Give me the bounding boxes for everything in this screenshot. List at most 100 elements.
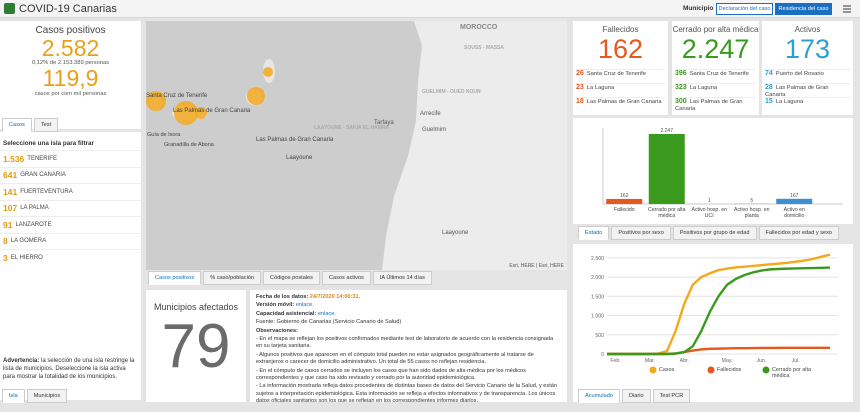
municipios-panel: Municipios afectados 79: [146, 290, 246, 402]
stat-count: 74: [765, 70, 773, 77]
tab[interactable]: Fallecidos por edad y sexo: [758, 226, 840, 240]
info-note: - En el mapa se reflejan los positivos c…: [256, 336, 554, 350]
map-label: SOUSS - MASSA: [464, 45, 504, 51]
tab[interactable]: Casos positivos: [148, 271, 202, 285]
bar: [776, 198, 813, 204]
stat-count: 300: [675, 98, 687, 105]
map: MOROCCO SOUSS - MASSA GUELMIM - OUED NOUN A…: [146, 21, 567, 270]
stat-name: Puerto del Rosario: [775, 71, 824, 77]
tab[interactable]: Test: [33, 118, 59, 132]
tab[interactable]: Municipios: [26, 389, 68, 403]
menu-icon[interactable]: [842, 4, 852, 14]
info-label: Fecha de los datos:: [256, 294, 309, 300]
status-chart: 162 2.247 1 5 167 Fallecido Cerrado por alta …: [573, 118, 853, 224]
map-label: Laayoune: [286, 155, 313, 161]
info-line: Capacidad asistencial: enlace.: [256, 311, 559, 318]
tab[interactable]: Diario: [622, 389, 651, 403]
bar: [648, 134, 685, 204]
island-row[interactable]: 141 FUERTEVENTURA: [0, 183, 141, 199]
map-label: Las Palmas de Gran Canaria: [173, 108, 251, 114]
info-link[interactable]: enlace.: [317, 310, 336, 317]
tab[interactable]: Isla: [2, 389, 25, 403]
island-count: 8: [3, 236, 8, 246]
stat-name: Santa Cruz de Tenerife: [689, 71, 749, 77]
info-link[interactable]: enlace.: [295, 302, 314, 309]
info-panel: Fecha de los datos: 24/7/2020 14:00:31. …: [250, 290, 567, 402]
summary-value: 2.582: [41, 35, 100, 61]
island-name: LA GOMERA: [10, 238, 47, 244]
stat-row: 396 Santa Cruz de Tenerife: [675, 69, 756, 78]
stat-card: Cerrado por alta médica 2.247 396 Santa Cru…: [672, 21, 759, 115]
island-row[interactable]: 3 EL HIERRO: [0, 249, 141, 265]
legend-swatch: [762, 366, 770, 374]
info-note: - Algunos positivos que aparecen en el c…: [256, 351, 534, 366]
stat-row: 26 Santa Cruz de Tenerife: [576, 69, 665, 78]
info-notes-title: Observaciones:: [256, 327, 298, 334]
x-tick-label: Cerrado por alta médica: [648, 207, 686, 219]
stat-name: Las Palmas de Gran Canaria: [765, 85, 829, 98]
stat-count: 396: [675, 70, 687, 77]
filter-button[interactable]: Declaración del caso: [716, 3, 773, 15]
stat-count: 23: [576, 84, 584, 91]
tab[interactable]: Estado: [578, 226, 610, 240]
islands-tabs: Isla Municipios: [2, 389, 68, 403]
x-tick-label: Activo hosp. en planta: [734, 207, 770, 219]
info-label: Capacidad asistencial:: [256, 310, 317, 317]
stat-name: Las Palmas de Gran Canaria: [675, 99, 743, 112]
stat-card: Fallecidos 162 26 Santa Cruz de Tenerife 23 L…: [573, 21, 668, 115]
island-name: EL HIERRO: [10, 254, 43, 261]
island-count: 141: [3, 186, 18, 197]
map-label: Las Palmas de Gran Canaria: [256, 137, 334, 143]
filter-label: Municipio: [683, 5, 714, 12]
island-row[interactable]: 1.536 TENERIFE: [0, 150, 141, 166]
summary-panel: Casos positivos 2.582 0,12% de 2.153.389…: [0, 21, 141, 129]
info-label: Versión móvil:: [256, 302, 295, 309]
tab[interactable]: Positivos por grupo de edad: [672, 226, 757, 240]
island-name: FUERTEVENTURA: [20, 188, 73, 195]
tab[interactable]: Casos activos: [321, 271, 371, 285]
municipios-value: 79: [161, 312, 231, 381]
summary-rate: 119,9: [42, 65, 99, 91]
stat-title: Fallecidos: [602, 25, 639, 34]
stat-title: Activos: [794, 25, 821, 34]
stat-name: La Laguna: [775, 99, 804, 105]
tab[interactable]: % caso/población: [203, 271, 262, 285]
island-row[interactable]: 107 LA PALMA: [0, 199, 141, 216]
y-tick-label: 2.500: [591, 256, 604, 262]
map-label: Guelmim: [422, 127, 446, 133]
filter-button[interactable]: Residencia del caso: [775, 3, 832, 15]
tab[interactable]: Acumulado: [578, 389, 620, 403]
value-label: 2.247: [660, 128, 673, 134]
island-count: 1.536: [3, 153, 25, 164]
timeline-tabs: Acumulado Diario Test PCR: [578, 389, 691, 403]
tab[interactable]: IA Últimos 14 días: [372, 271, 432, 285]
x-tick-label: Fallecido: [613, 207, 635, 213]
summary-rate-label: casos por cien mil personas: [34, 91, 107, 97]
stat-count: 28: [765, 84, 773, 91]
timeline-plot: 0 500 1.000 1.500 2.000 2.500 Feb. Mar. Abr. May.…: [591, 253, 838, 374]
island-count: 3: [3, 252, 8, 263]
tab[interactable]: Test PCR: [652, 389, 691, 403]
tab[interactable]: Códigos postales: [263, 271, 320, 285]
info-note: - La información mostrada refleja datos …: [256, 383, 557, 402]
island-row[interactable]: 641 GRAN CANARIA: [0, 166, 141, 183]
stat-value: 173: [784, 34, 831, 64]
x-tick-label: May.: [722, 358, 733, 364]
y-tick-label: 500: [595, 333, 604, 339]
map-label: GUELMIM - OUED NOUN: [422, 89, 481, 95]
map-label: LAAYOUNE - SAKIA EL HAMRA: [314, 125, 389, 131]
value-label: 167: [790, 193, 799, 199]
stat-card: Activos 173 74 Puerto del Rosario 28 Las Palm…: [762, 21, 853, 115]
stat-row: 18 Las Palmas de Gran Canaria: [576, 97, 665, 106]
tab[interactable]: Casos: [2, 118, 32, 132]
mainland: [382, 21, 567, 270]
legend-label: Fallecidos: [717, 367, 742, 373]
island-row[interactable]: 8 LA GOMERA: [0, 232, 141, 249]
summary-tabs: Casos Test: [2, 118, 59, 132]
stat-count: 18: [576, 98, 584, 105]
tab[interactable]: Positivos por sexo: [611, 226, 671, 240]
islands-prompt: Seleccione una isla para filtrar: [3, 140, 94, 147]
island-row[interactable]: 91 LANZAROTE: [0, 216, 141, 232]
legend-swatch: [649, 366, 657, 374]
